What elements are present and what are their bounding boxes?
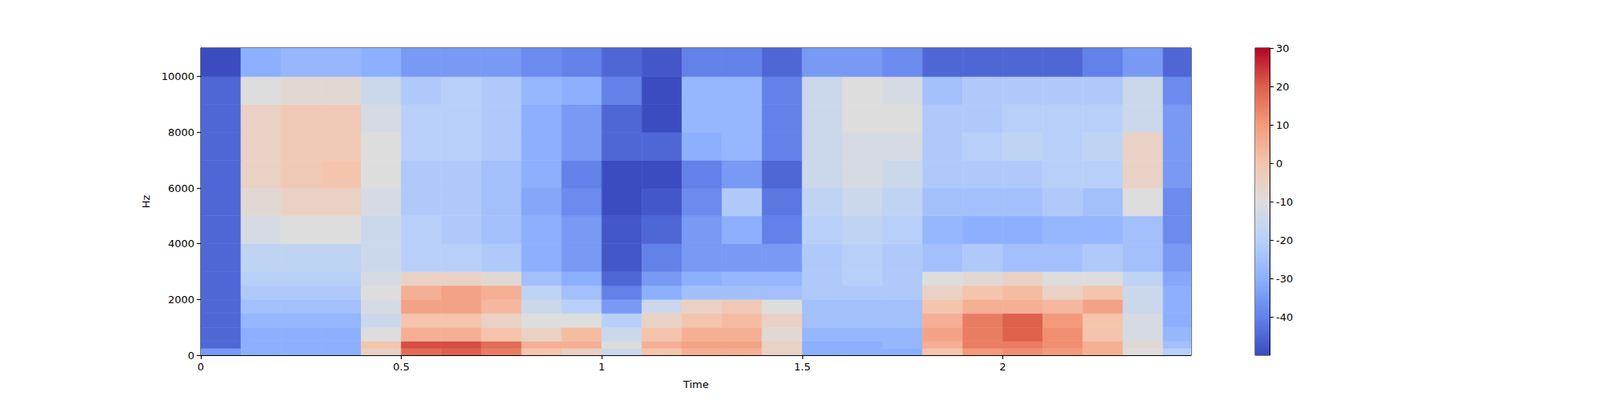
svg-text:-10: -10 [1276, 196, 1293, 208]
svg-text:4000: 4000 [168, 237, 195, 250]
svg-text:0: 0 [197, 360, 204, 373]
svg-text:6000: 6000 [168, 182, 195, 195]
svg-text:1.5: 1.5 [793, 360, 811, 373]
svg-text:1: 1 [598, 360, 605, 373]
svg-text:2: 2 [999, 360, 1006, 373]
svg-text:20: 20 [1276, 80, 1290, 93]
svg-text:8000: 8000 [168, 126, 195, 139]
svg-text:30: 30 [1276, 42, 1290, 55]
svg-text:10000: 10000 [161, 70, 195, 83]
svg-text:-30: -30 [1276, 272, 1293, 285]
svg-text:-40: -40 [1276, 311, 1293, 324]
svg-text:0: 0 [188, 349, 195, 362]
svg-text:0: 0 [1276, 157, 1283, 170]
svg-text:2000: 2000 [168, 293, 195, 306]
svg-text:Time: Time [682, 378, 709, 391]
svg-text:Hz: Hz [140, 195, 152, 209]
svg-text:-20: -20 [1276, 234, 1293, 247]
svg-text:0.5: 0.5 [392, 360, 410, 373]
svg-text:10: 10 [1276, 119, 1290, 132]
